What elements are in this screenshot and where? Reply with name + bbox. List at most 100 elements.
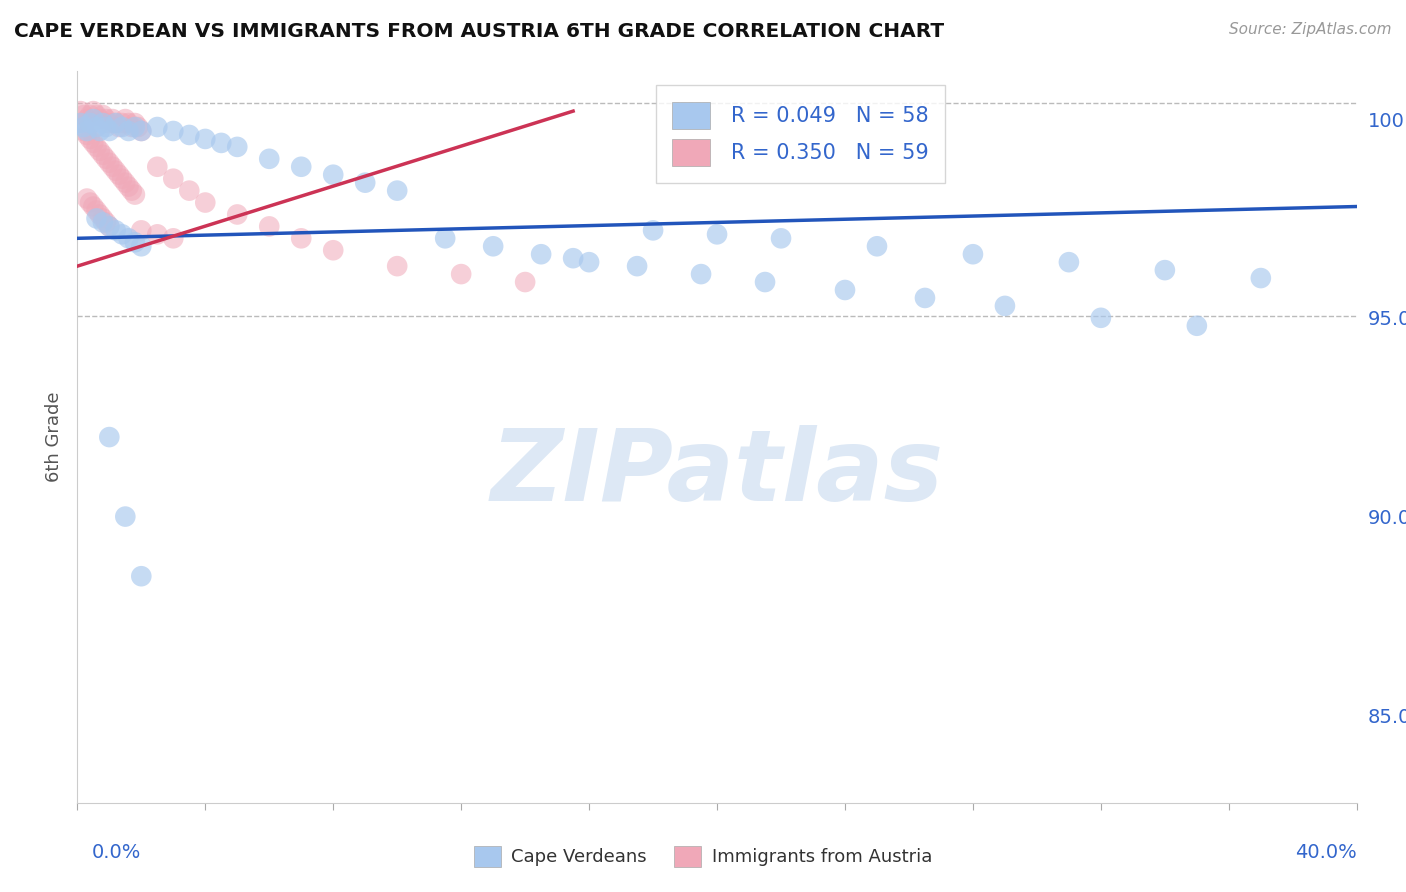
Point [114, 112, 136, 126]
Point [962, 247, 984, 261]
Point [117, 116, 139, 130]
Legend: R = 0.049   N = 58, R = 0.350   N = 59: R = 0.049 N = 58, R = 0.350 N = 59 [655, 86, 945, 183]
Point [104, 116, 127, 130]
Text: CAPE VERDEAN VS IMMIGRANTS FROM AUSTRIA 6TH GRADE CORRELATION CHART: CAPE VERDEAN VS IMMIGRANTS FROM AUSTRIA … [14, 22, 945, 41]
Point [834, 283, 856, 297]
Point [129, 569, 153, 583]
Point [124, 235, 146, 250]
Point [129, 124, 153, 138]
Point [121, 120, 143, 134]
Point [179, 184, 201, 198]
Point [706, 227, 728, 242]
Point [754, 275, 776, 289]
Point [385, 184, 409, 198]
Point [73, 108, 96, 122]
Point [322, 244, 344, 258]
Point [194, 195, 217, 210]
Point [226, 140, 249, 154]
Point [914, 291, 936, 305]
Point [86, 211, 108, 226]
Point [770, 231, 793, 245]
Point [450, 267, 472, 281]
Point [79, 116, 101, 130]
Point [162, 171, 184, 186]
Point [82, 200, 104, 214]
Point [117, 179, 139, 194]
Point [82, 104, 104, 119]
Point [91, 148, 114, 162]
Point [79, 108, 101, 122]
Point [104, 163, 127, 178]
Point [98, 219, 121, 234]
Point [482, 239, 505, 253]
Point [101, 112, 124, 126]
Point [226, 207, 249, 221]
Point [117, 231, 139, 245]
Point [129, 223, 153, 237]
Point [626, 259, 648, 273]
Point [994, 299, 1017, 313]
Point [121, 184, 143, 198]
Point [322, 168, 344, 182]
Point [73, 124, 96, 138]
Point [114, 509, 136, 524]
Point [98, 116, 121, 130]
Text: 40.0%: 40.0% [1295, 843, 1357, 862]
Point [146, 227, 169, 242]
Point [1185, 318, 1208, 333]
Point [89, 207, 111, 221]
Point [690, 267, 713, 281]
Point [108, 120, 131, 134]
Point [76, 192, 98, 206]
Point [290, 231, 312, 245]
Point [578, 255, 600, 269]
Point [385, 259, 409, 273]
Point [89, 112, 111, 126]
Point [86, 108, 108, 122]
Point [86, 203, 108, 218]
Point [515, 275, 537, 289]
Text: 0.0%: 0.0% [91, 843, 141, 862]
Point [146, 160, 169, 174]
Point [194, 132, 217, 146]
Point [562, 251, 585, 265]
Point [1057, 255, 1080, 269]
Point [209, 136, 232, 150]
Point [82, 136, 104, 150]
Point [162, 231, 184, 245]
Point [98, 219, 121, 234]
Point [73, 120, 96, 134]
Y-axis label: 6th Grade: 6th Grade [45, 392, 63, 483]
Point [530, 247, 553, 261]
Point [129, 239, 153, 253]
Point [259, 219, 281, 234]
Point [124, 116, 146, 130]
Point [124, 120, 146, 134]
Point [101, 160, 124, 174]
Point [76, 124, 98, 138]
Point [111, 116, 134, 130]
Point [1250, 271, 1272, 285]
Point [86, 120, 108, 134]
Text: Source: ZipAtlas.com: Source: ZipAtlas.com [1229, 22, 1392, 37]
Point [129, 124, 153, 138]
Point [354, 176, 377, 190]
Point [117, 124, 139, 138]
Point [111, 171, 134, 186]
Point [104, 223, 127, 237]
Point [179, 128, 201, 142]
Point [146, 120, 169, 134]
Point [91, 211, 114, 226]
Point [259, 152, 281, 166]
Point [91, 215, 114, 229]
Text: ZIPatlas: ZIPatlas [491, 425, 943, 522]
Legend: Cape Verdeans, Immigrants from Austria: Cape Verdeans, Immigrants from Austria [467, 838, 939, 874]
Point [108, 168, 131, 182]
Point [91, 116, 114, 130]
Point [866, 239, 889, 253]
Point [127, 120, 149, 134]
Point [94, 152, 117, 166]
Point [111, 227, 134, 242]
Point [69, 104, 91, 119]
Point [104, 116, 127, 130]
